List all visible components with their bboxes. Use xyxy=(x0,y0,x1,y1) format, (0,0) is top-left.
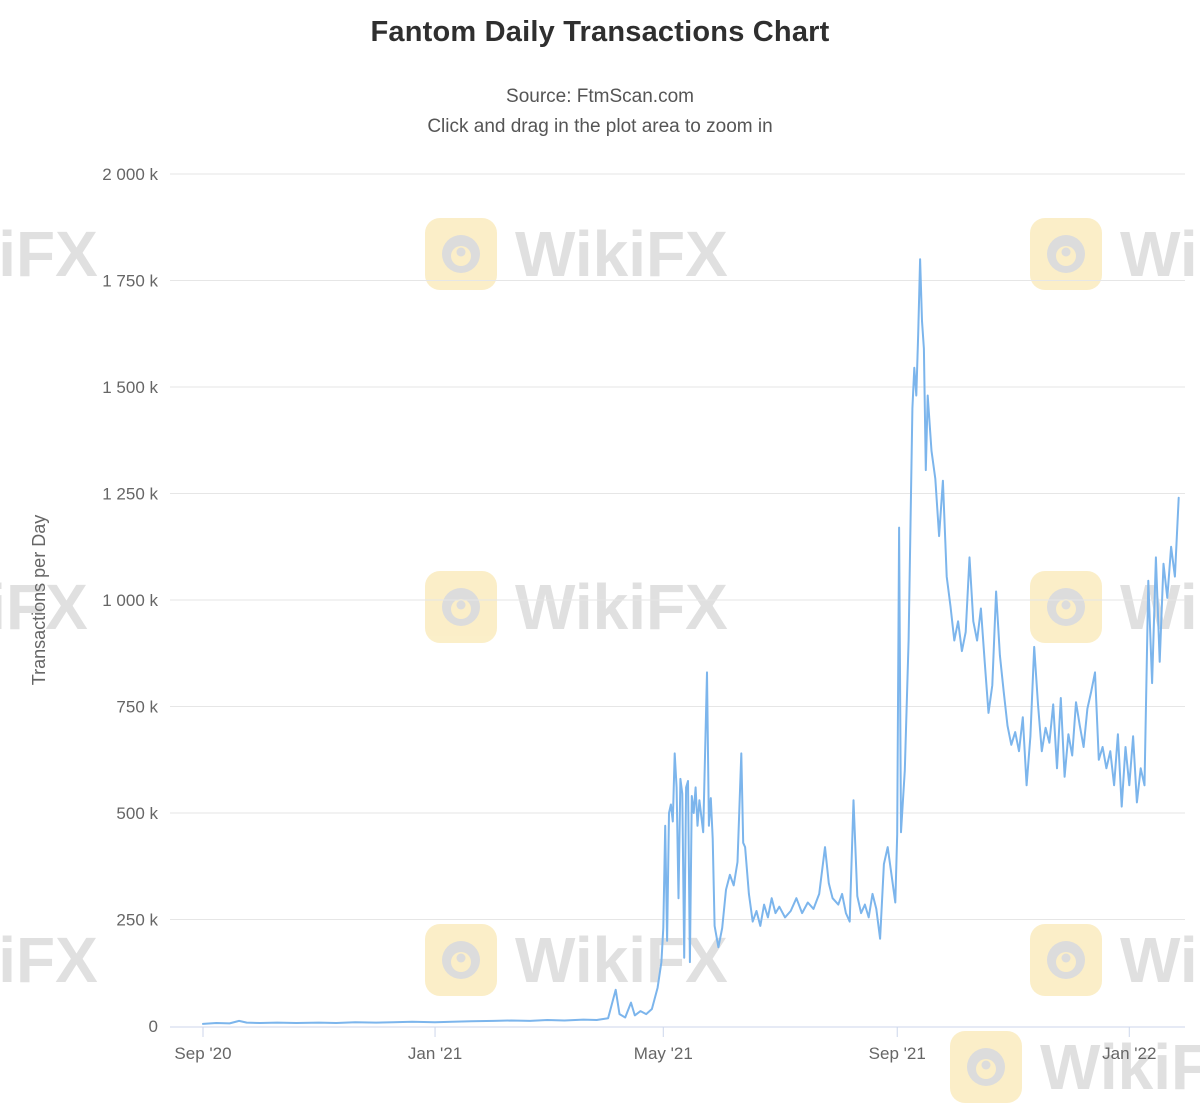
y-tick-label: 500 k xyxy=(116,804,158,823)
series-group xyxy=(202,258,1180,1025)
y-tick-label: 750 k xyxy=(116,698,158,717)
series-line xyxy=(202,258,1180,1025)
y-tick-label: 2 000 k xyxy=(102,165,158,184)
chart-title: Fantom Daily Transactions Chart xyxy=(370,16,830,48)
y-tick-label: 250 k xyxy=(116,911,158,930)
x-tick-label: Jan '22 xyxy=(1102,1044,1156,1063)
gridlines-group xyxy=(170,173,1185,920)
y-axis-title: Transactions per Day xyxy=(29,515,49,685)
y-tick-label: 1 500 k xyxy=(102,378,158,397)
y-tick-label: 0 xyxy=(149,1017,158,1036)
chart-subtitle-source: Source: FtmScan.com xyxy=(506,86,694,107)
y-tick-label: 1 750 k xyxy=(102,272,158,291)
x-tick-label: Sep '20 xyxy=(174,1044,231,1063)
x-tick-label: Sep '21 xyxy=(869,1044,926,1063)
x-tick-label: May '21 xyxy=(634,1044,693,1063)
axes-group: 0 250 k 500 k 750 k 1 000 k 1 250 k 1 500 k 1 7… xyxy=(102,165,1185,1063)
chart-subtitle: Source: FtmScan.com Click and drag in th… xyxy=(0,82,1200,142)
x-tick-label: Jan '21 xyxy=(408,1044,462,1063)
y-tick-label: 1 250 k xyxy=(102,485,158,504)
y-tick-label: 1 000 k xyxy=(102,591,158,610)
chart-subtitle-hint: Click and drag in the plot area to zoom … xyxy=(427,116,773,137)
